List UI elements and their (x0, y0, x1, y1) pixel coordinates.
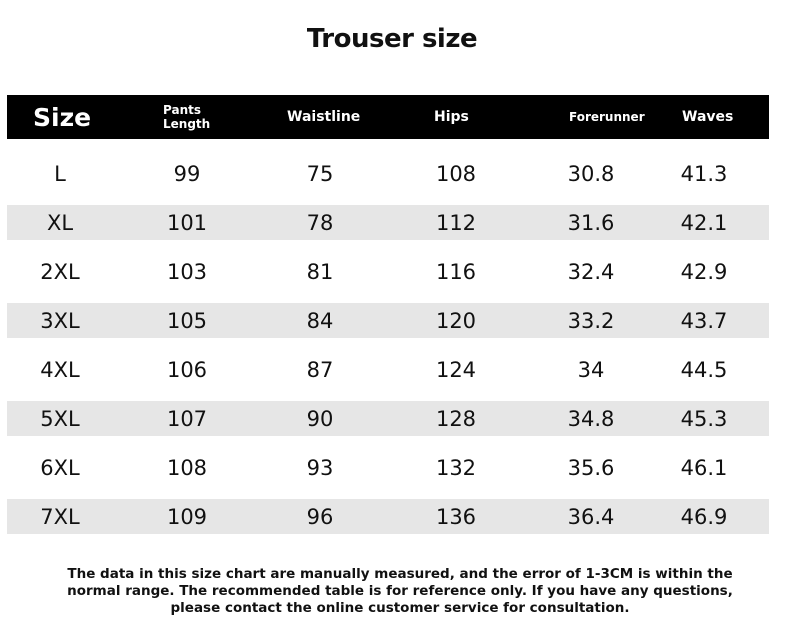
cell-pants-length: 105 (166, 308, 208, 333)
header-pants-length: Pants Length (163, 95, 210, 139)
table-row: 7XL 109 96 136 36.4 46.9 (7, 492, 769, 541)
row-band (7, 303, 769, 338)
cell-forerunner: 32.4 (567, 259, 615, 284)
cell-waistline: 90 (306, 406, 334, 431)
table-header: Size Pants Length Waistline Hips Forerun… (7, 95, 769, 139)
cell-size: 5XL (40, 406, 80, 431)
table-row: 5XL 107 90 128 34.8 45.3 (7, 394, 769, 443)
cell-size: 6XL (40, 455, 80, 480)
cell-pants-length: 108 (166, 455, 208, 480)
cell-pants-length: 109 (166, 504, 208, 529)
cell-hips: 136 (435, 504, 477, 529)
table-row: L 99 75 108 30.8 41.3 (7, 149, 769, 198)
cell-forerunner: 34 (577, 357, 605, 382)
table-row: 6XL 108 93 132 35.6 46.1 (7, 443, 769, 492)
cell-size: 4XL (40, 357, 80, 382)
cell-forerunner: 33.2 (567, 308, 615, 333)
cell-waves: 42.9 (680, 259, 728, 284)
cell-hips: 112 (435, 210, 477, 235)
table-row: XL 101 78 112 31.6 42.1 (7, 198, 769, 247)
table-row: 2XL 103 81 116 32.4 42.9 (7, 247, 769, 296)
cell-forerunner: 34.8 (567, 406, 615, 431)
row-band (7, 499, 769, 534)
cell-waves: 41.3 (680, 161, 728, 186)
cell-waistline: 87 (306, 357, 334, 382)
cell-waves: 44.5 (680, 357, 728, 382)
disclaimer-note: The data in this size chart are manually… (67, 566, 733, 616)
header-waistline: Waistline (287, 109, 361, 125)
cell-waistline: 81 (306, 259, 334, 284)
cell-forerunner: 36.4 (567, 504, 615, 529)
cell-pants-length: 101 (166, 210, 208, 235)
cell-pants-length: 103 (166, 259, 208, 284)
cell-waistline: 96 (306, 504, 334, 529)
cell-hips: 124 (435, 357, 477, 382)
cell-waves: 42.1 (680, 210, 728, 235)
cell-waistline: 84 (306, 308, 334, 333)
table-row: 4XL 106 87 124 34 44.5 (7, 345, 769, 394)
cell-forerunner: 35.6 (567, 455, 615, 480)
page-title: Trouser size (306, 24, 478, 54)
header-size: Size (33, 102, 92, 132)
cell-pants-length: 99 (173, 161, 201, 186)
cell-forerunner: 31.6 (567, 210, 615, 235)
cell-hips: 116 (435, 259, 477, 284)
cell-size: XL (46, 210, 74, 235)
cell-pants-length: 106 (166, 357, 208, 382)
cell-waves: 45.3 (680, 406, 728, 431)
cell-waistline: 78 (306, 210, 334, 235)
cell-size: L (54, 161, 66, 186)
header-waves: Waves (682, 109, 734, 125)
cell-forerunner: 30.8 (567, 161, 615, 186)
cell-hips: 128 (435, 406, 477, 431)
cell-waves: 46.9 (680, 504, 728, 529)
size-table-body: L 99 75 108 30.8 41.3 XL 101 78 112 31.6 42.1 2XL 103… (7, 149, 769, 541)
cell-size: 2XL (40, 259, 80, 284)
cell-waistline: 93 (306, 455, 334, 480)
cell-waves: 46.1 (680, 455, 728, 480)
cell-waves: 43.7 (680, 308, 728, 333)
row-band (7, 205, 769, 240)
header-hips: Hips (434, 109, 469, 125)
cell-hips: 108 (435, 161, 477, 186)
table-row: 3XL 105 84 120 33.2 43.7 (7, 296, 769, 345)
header-pants-line2: Length (163, 117, 211, 131)
cell-pants-length: 107 (166, 406, 208, 431)
cell-waistline: 75 (306, 161, 334, 186)
cell-size: 3XL (40, 308, 80, 333)
header-forerunner: Forerunner (569, 110, 645, 124)
cell-size: 7XL (40, 504, 80, 529)
row-band (7, 401, 769, 436)
header-pants-line1: Pants (163, 103, 201, 117)
cell-hips: 120 (435, 308, 477, 333)
cell-hips: 132 (435, 455, 477, 480)
